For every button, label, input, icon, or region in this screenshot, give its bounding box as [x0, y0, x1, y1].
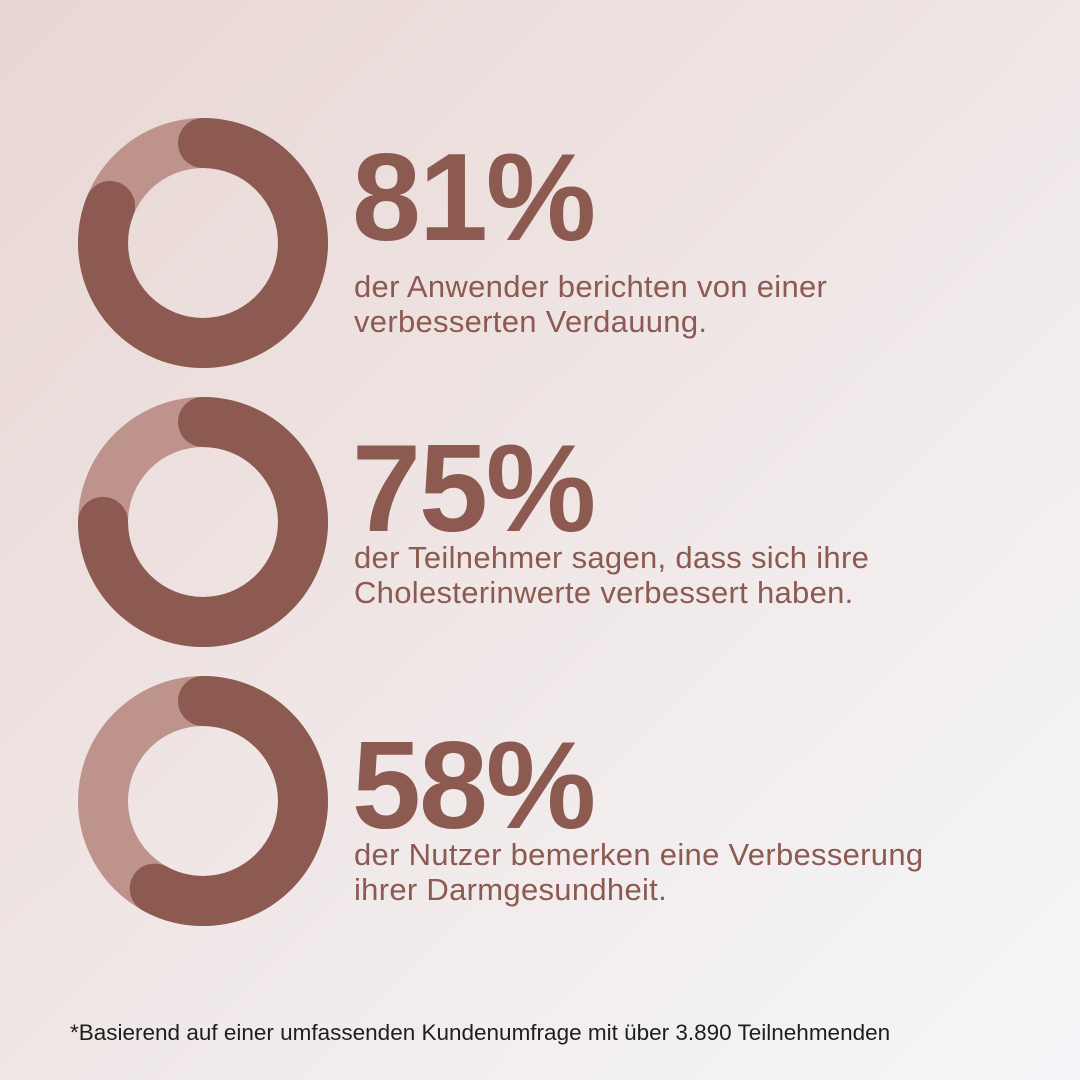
stat-block-1: 81% der Anwender berichten von einer ver…: [0, 118, 1080, 368]
donut-chart-3: [78, 676, 328, 926]
stat-block-3: 58% der Nutzer bemerken eine Verbesserun…: [0, 676, 1080, 926]
footnote: *Basierend auf einer umfassenden Kundenu…: [70, 1020, 891, 1045]
donut-value-arc-1: [78, 118, 328, 368]
stat-description-1-line-1: der Anwender berichten von einer: [354, 269, 828, 304]
stat-description-3-line-2: ihrer Darmgesundheit.: [354, 872, 667, 907]
stat-percentage-3: 58%: [352, 717, 596, 855]
stat-description-1: der Anwender berichten von einer verbess…: [354, 269, 827, 339]
stat-description-1-line-2: verbesserten Verdauung.: [354, 304, 708, 339]
stat-percentage-2: 75%: [352, 420, 596, 558]
stat-description-3: der Nutzer bemerken eine Verbesserung ih…: [354, 837, 923, 907]
stat-description-3-line-1: der Nutzer bemerken eine Verbesserung: [354, 837, 924, 872]
donut-value-arc-3: [78, 676, 328, 926]
stat-percentage-1: 81%: [352, 129, 596, 267]
donut-chart-2: [78, 397, 328, 647]
stat-block-2: 75% der Teilnehmer sagen, dass sich ihre…: [0, 397, 1080, 647]
donut-value-arc-2: [78, 397, 328, 647]
stat-description-2-line-2: Cholesterinwerte verbessert haben.: [354, 575, 854, 610]
stat-description-2-line-1: der Teilnehmer sagen, dass sich ihre: [354, 540, 870, 575]
donut-chart-1: [78, 118, 328, 368]
stat-description-2: der Teilnehmer sagen, dass sich ihre Cho…: [354, 540, 869, 610]
